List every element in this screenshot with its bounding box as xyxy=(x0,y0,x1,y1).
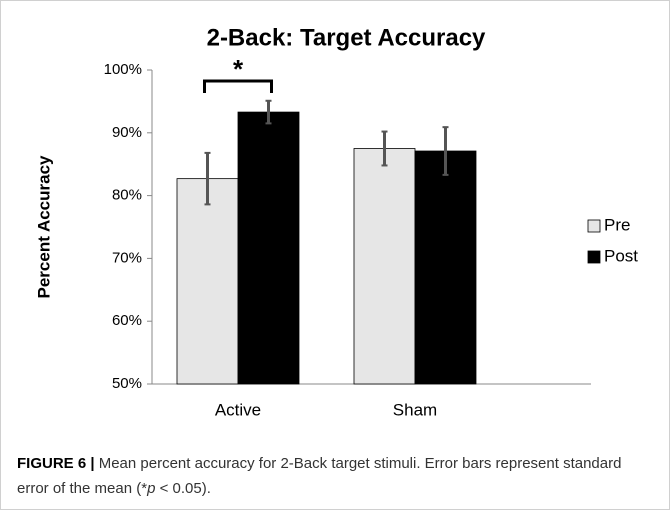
x-tick-label: Sham xyxy=(393,400,437,419)
bar xyxy=(237,111,300,385)
y-tick-label: 80% xyxy=(112,187,142,204)
caption-italic: p xyxy=(147,480,156,497)
y-axis-label: Percent Accuracy xyxy=(34,155,53,299)
chart-title: 2-Back: Target Accuracy xyxy=(207,24,486,51)
legend-label: Post xyxy=(604,246,638,265)
bar xyxy=(176,178,239,385)
chart: 2-Back: Target Accuracy Percent Accuracy… xyxy=(34,24,638,419)
bar xyxy=(414,150,477,385)
y-tick-label: 90% xyxy=(112,124,142,141)
y-tick-label: 50% xyxy=(112,375,142,392)
legend-label: Pre xyxy=(604,215,630,234)
significance-bracket xyxy=(203,79,273,93)
legend-swatch xyxy=(587,250,601,264)
y-tick-label: 70% xyxy=(112,249,142,266)
caption-text: < 0.05). xyxy=(155,480,211,497)
bar xyxy=(353,148,416,385)
caption: FIGURE 6 | Mean percent accuracy for 2-B… xyxy=(17,451,647,501)
y-tick-label: 60% xyxy=(112,312,142,329)
caption-text: Mean percent accuracy for 2-Back target … xyxy=(17,455,622,497)
caption-label: FIGURE 6 | xyxy=(17,455,95,472)
x-tick-label: Active xyxy=(215,400,261,419)
annotation: * xyxy=(233,54,244,84)
y-tick-label: 100% xyxy=(104,61,142,78)
legend-swatch xyxy=(587,219,601,233)
